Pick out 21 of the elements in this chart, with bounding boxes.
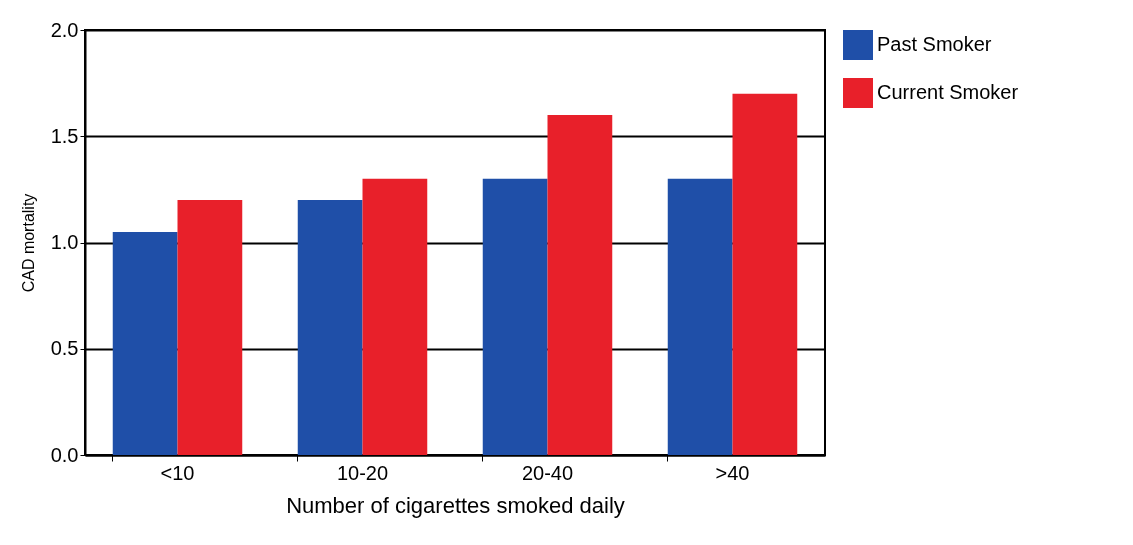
legend-label: Past Smoker [877,33,992,55]
y-tick-label: 0.0 [50,443,79,466]
legend-label: Current Smoker [877,81,1019,103]
bar [112,231,178,455]
x-tick-label: <10 [160,461,195,484]
x-tick-label: >40 [715,461,750,484]
bar [362,178,428,455]
bar [732,93,798,455]
y-tick-label: 1.0 [50,231,79,253]
bar [297,200,363,455]
bar [482,178,548,455]
bar [547,115,613,455]
y-tick-label: 1.5 [50,124,79,147]
x-axis-title: Number of cigarettes smoked daily [286,492,625,518]
bar [667,178,733,455]
y-tick-label: 0.5 [50,337,79,360]
y-tick-label: 2.0 [50,18,79,41]
bar [177,200,243,455]
x-tick-label: 20-40 [521,461,574,484]
y-axis-title: CAD mortality [19,193,37,293]
x-tick-label: 10-20 [336,461,389,484]
